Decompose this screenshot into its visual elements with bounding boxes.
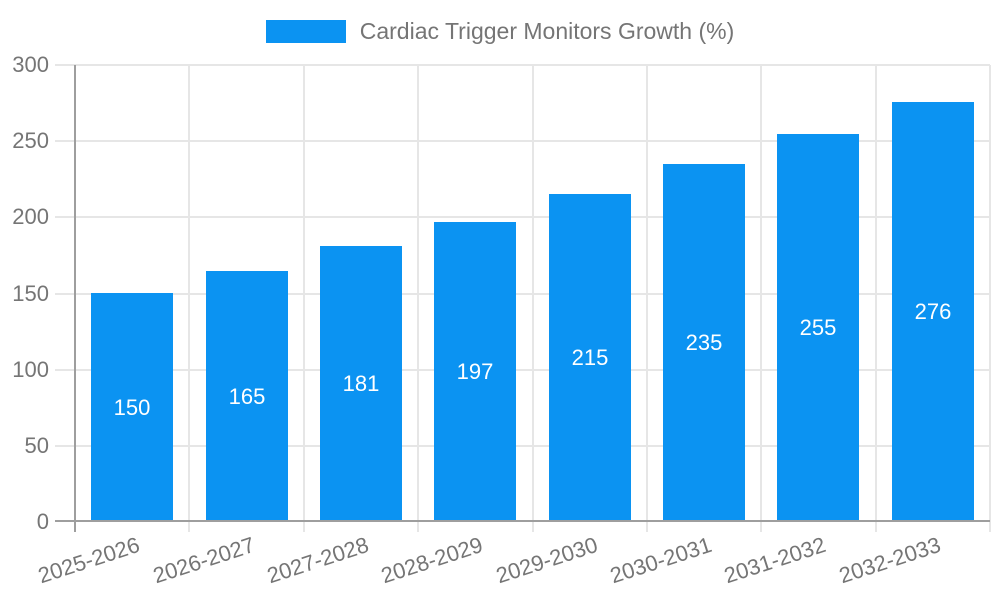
bar-2026-2027: 165 — [206, 271, 288, 522]
bar-2029-2030: 215 — [549, 194, 631, 522]
bar-value-label: 165 — [228, 383, 266, 409]
x-axis-tick-label-text: 2030-2031 — [606, 532, 715, 589]
y-axis-tick-label: 250 — [12, 128, 49, 154]
bar-2028-2029: 197 — [434, 222, 516, 522]
x-gridline — [417, 65, 420, 532]
bar-value-label: 255 — [799, 315, 837, 340]
x-axis-tick-label-text: 2025-2026 — [35, 532, 143, 589]
bar-value-label: 276 — [914, 299, 952, 324]
y-axis-tick-label: 50 — [24, 432, 49, 458]
x-gridline — [188, 65, 191, 532]
y-axis-tick-label: 100 — [12, 356, 49, 382]
y-gridline — [55, 444, 990, 447]
legend-label: Cardiac Trigger Monitors Growth (%) — [359, 18, 735, 44]
bar-value-label: 235 — [685, 330, 723, 355]
chart-legend[interactable]: Cardiac Trigger Monitors Growth (%) — [0, 18, 1000, 45]
bar-2032-2033: 276 — [892, 102, 974, 522]
y-gridline — [55, 368, 990, 371]
bar-2031-2032: 255 — [777, 134, 859, 522]
bar-value-label: 197 — [456, 359, 494, 384]
x-axis-line — [55, 520, 990, 522]
y-gridline — [55, 64, 990, 66]
legend-swatch — [265, 20, 346, 43]
y-axis-tick-label: 300 — [12, 52, 49, 77]
y-axis-line — [74, 65, 76, 532]
y-gridline — [55, 292, 990, 295]
x-gridline — [645, 65, 648, 532]
y-gridline — [55, 216, 990, 219]
x-axis-tick-label-text: 2027-2028 — [263, 532, 372, 589]
x-axis-tick-label-text: 2026-2027 — [149, 532, 258, 589]
y-gridline — [55, 140, 990, 143]
x-gridline — [302, 65, 305, 532]
y-axis-tick-label: 0 — [36, 509, 49, 534]
x-axis-tick-label-text: 2031-2032 — [721, 532, 830, 589]
x-gridline — [874, 65, 877, 532]
x-gridline — [760, 65, 763, 532]
x-axis-tick-label-text: 2029-2030 — [492, 532, 601, 589]
bar-value-label: 215 — [571, 345, 609, 370]
y-axis-tick-label: 150 — [12, 280, 49, 306]
bar-2025-2026: 150 — [91, 293, 173, 522]
bar-2027-2028: 181 — [320, 246, 402, 522]
plot-area: 0 50 100 150 200 250 300 150 165 181 197 215 235 255 2… — [12, 52, 991, 588]
x-gridline — [531, 65, 534, 532]
x-gridline — [989, 65, 991, 532]
bar-value-label: 181 — [342, 371, 380, 396]
x-axis-tick-label-text: 2032-2033 — [835, 532, 944, 589]
bar-2030-2031: 235 — [663, 164, 745, 522]
y-axis-tick-label: 200 — [12, 204, 49, 230]
bar-value-label: 150 — [113, 394, 151, 420]
x-axis-tick-label-text: 2028-2029 — [378, 532, 487, 589]
